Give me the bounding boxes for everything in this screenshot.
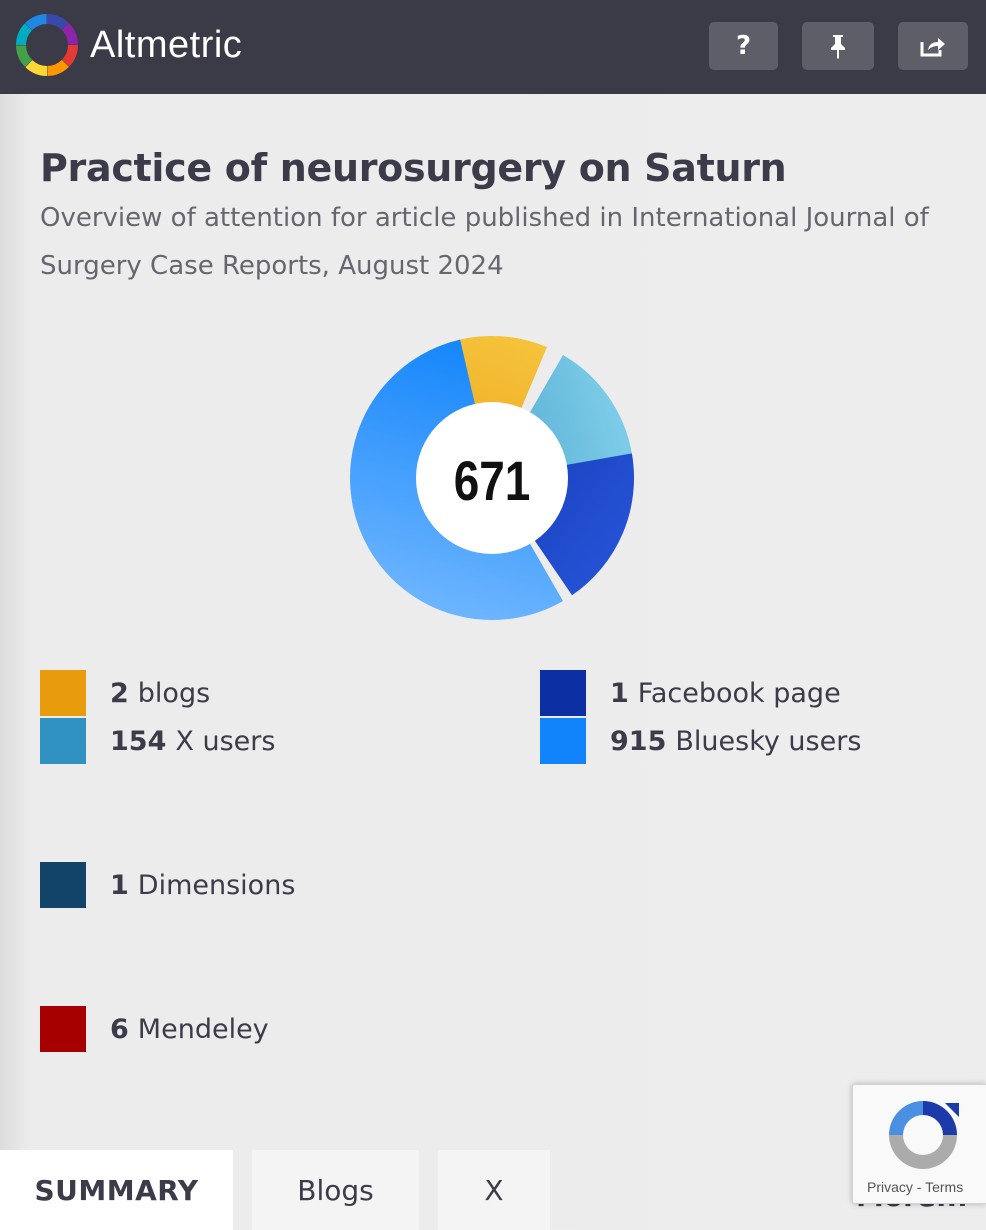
share-icon: [920, 38, 945, 57]
legend-item-dimensions[interactable]: 1 Dimensions: [40, 862, 295, 908]
legend-label: blogs: [137, 677, 211, 709]
legend-swatch-x-users: [40, 718, 86, 764]
legend-item-mendeley[interactable]: 6 Mendeley: [40, 1006, 269, 1052]
legend-swatch-dimensions: [40, 862, 86, 908]
altmetric-logo-icon[interactable]: [16, 14, 78, 76]
top-bar: Altmetric ?: [0, 0, 986, 94]
legend-count: 1: [110, 869, 129, 901]
help-button[interactable]: ?: [709, 22, 778, 70]
main-panel: [0, 94, 986, 1230]
legend-label: Facebook page: [637, 677, 841, 709]
legend-count: 6: [110, 1013, 129, 1045]
legend-count: 2: [110, 677, 129, 709]
recaptcha-links: Privacy - Terms: [867, 1179, 963, 1195]
legend-swatch-facebook: [540, 670, 586, 716]
legend-swatch-blogs: [40, 670, 86, 716]
legend-item-bluesky[interactable]: 915 Bluesky users: [540, 718, 861, 764]
article-subtitle: Overview of attention for article publis…: [40, 203, 929, 281]
article-title: Practice of neurosurgery on Saturn: [40, 146, 787, 190]
legend-item-blogs[interactable]: 2 blogs: [40, 670, 210, 716]
brand-name: Altmetric: [90, 24, 243, 66]
recaptcha-badge[interactable]: Privacy - Terms: [852, 1084, 986, 1204]
recaptcha-privacy-link[interactable]: Privacy: [867, 1179, 913, 1195]
attention-score: 671: [453, 448, 531, 512]
donut-segment-facebook: [350, 336, 634, 620]
legend-swatch-mendeley: [40, 1006, 86, 1052]
legend-item-facebook[interactable]: 1 Facebook page: [540, 670, 841, 716]
legend-label: Dimensions: [137, 869, 296, 901]
legend-label: Bluesky users: [675, 725, 862, 757]
legend-count: 1: [610, 677, 629, 709]
recaptcha-separator: -: [912, 1179, 926, 1195]
legend-count: 915: [610, 725, 667, 757]
pin-button[interactable]: [802, 22, 874, 70]
recaptcha-terms-link[interactable]: Terms: [925, 1179, 964, 1195]
donut-segment-x: [350, 336, 634, 620]
legend-swatch-bluesky: [540, 718, 586, 764]
attention-donut: [350, 336, 634, 620]
tab-summary[interactable]: SUMMARY: [0, 1150, 233, 1230]
legend-label: Mendeley: [137, 1013, 269, 1045]
share-button[interactable]: [898, 22, 968, 70]
legend-label: X users: [175, 725, 276, 757]
legend-item-x-users[interactable]: 154 X users: [40, 718, 275, 764]
help-icon: ?: [735, 31, 752, 61]
recaptcha-icon: [889, 1101, 959, 1169]
pin-icon: [831, 35, 845, 59]
tab-blogs[interactable]: Blogs: [252, 1150, 419, 1230]
legend-count: 154: [110, 725, 167, 757]
tab-x[interactable]: X: [438, 1150, 550, 1230]
